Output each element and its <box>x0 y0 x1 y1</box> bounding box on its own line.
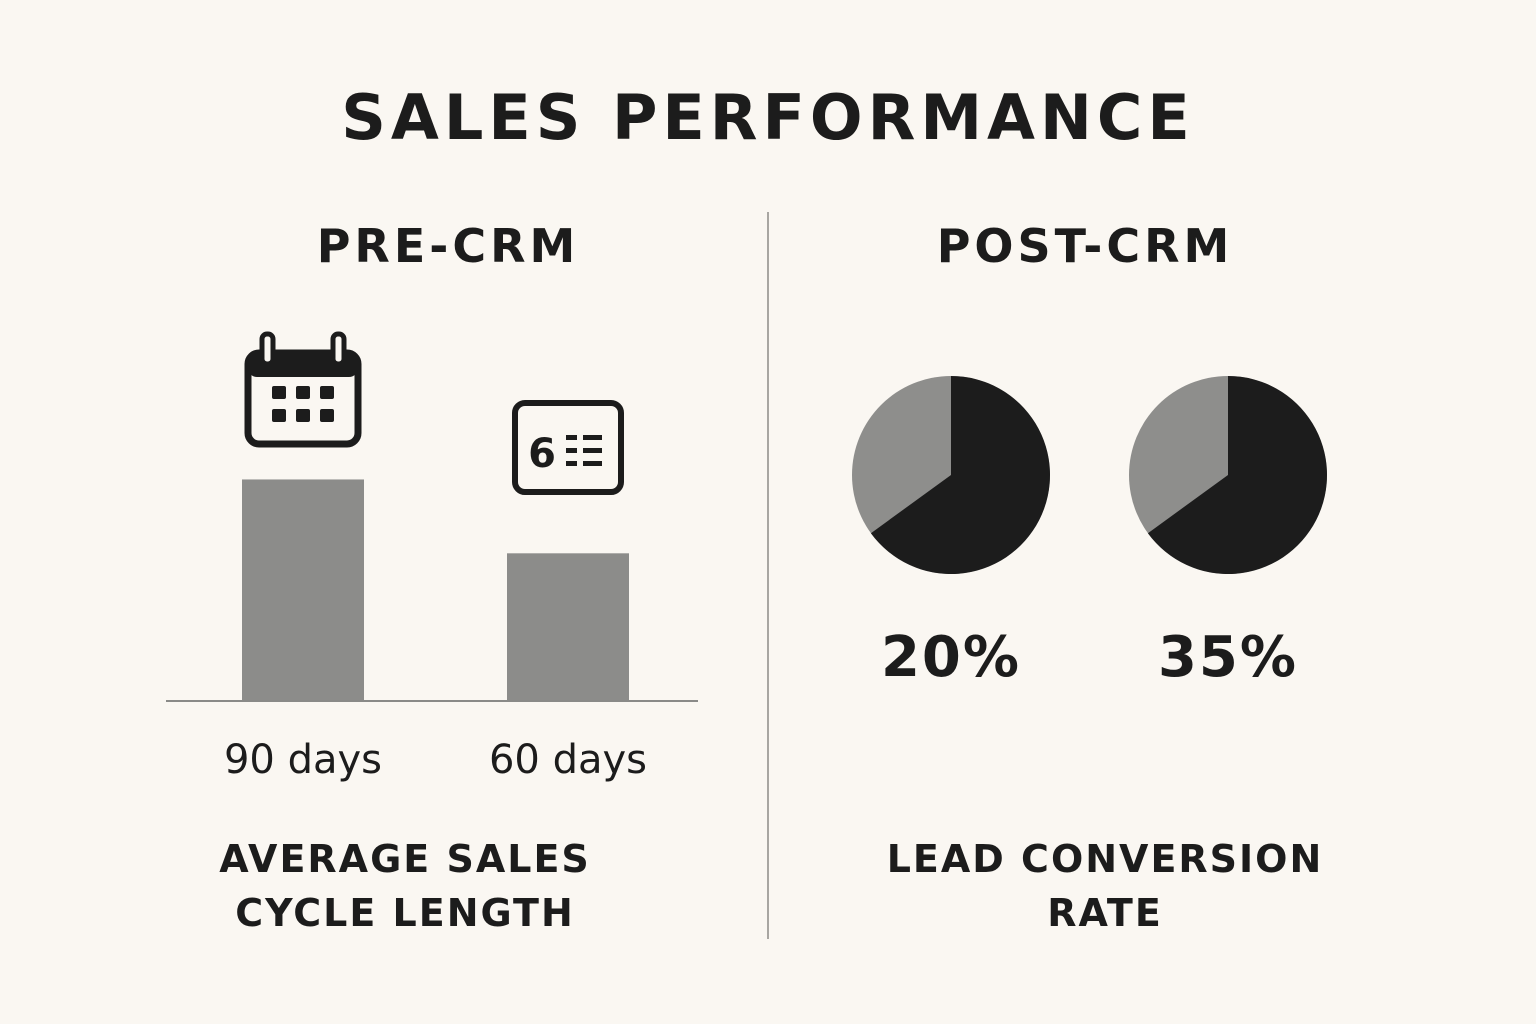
pie-1-dark-slice <box>870 376 1050 574</box>
pie-2-dark-slice <box>1147 376 1328 574</box>
pie-2-label: 35% <box>1158 625 1298 690</box>
pie-caption-line1: LEAD CONVERSION <box>886 837 1324 881</box>
pie-chart-caption: LEAD CONVERSION RATE <box>860 832 1350 940</box>
bar-caption-line2: CYCLE LENGTH <box>235 891 575 935</box>
pie-caption-line2: RATE <box>1047 891 1163 935</box>
section-divider <box>767 212 769 939</box>
bar-1 <box>242 479 364 701</box>
post-crm-heading: POST-CRM <box>936 219 1234 273</box>
bar-chart-caption: AVERAGE SALES CYCLE LENGTH <box>170 832 640 940</box>
bar-1-label: 90 days <box>224 737 382 783</box>
page-title: SALES PERFORMANCE <box>341 81 1195 154</box>
pie-1-label: 20% <box>881 625 1021 690</box>
pre-crm-heading: PRE-CRM <box>316 219 580 273</box>
calendar-six-icon: 6 <box>512 400 624 495</box>
calendar-icon <box>244 331 362 448</box>
bar-caption-line1: AVERAGE SALES <box>219 837 591 881</box>
bar-2-label: 60 days <box>489 737 647 783</box>
bar-2 <box>507 553 629 701</box>
calendar-six-label: 6 <box>528 431 556 477</box>
